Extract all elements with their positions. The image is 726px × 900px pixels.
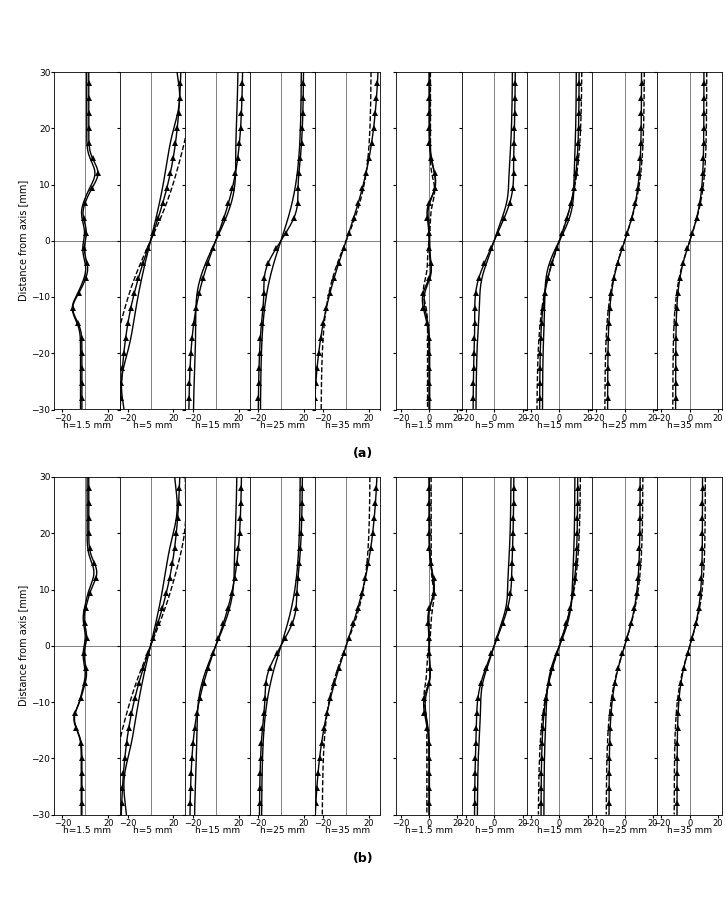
Text: (a): (a) — [353, 447, 373, 460]
Text: h=1.5 mm: h=1.5 mm — [405, 826, 453, 835]
Text: h=1.5 mm: h=1.5 mm — [63, 826, 111, 835]
Text: h=15 mm: h=15 mm — [195, 826, 240, 835]
Text: h=25 mm: h=25 mm — [602, 826, 647, 835]
Text: h=25 mm: h=25 mm — [260, 421, 305, 430]
Text: h=5 mm: h=5 mm — [475, 421, 514, 430]
Text: h=25 mm: h=25 mm — [602, 421, 647, 430]
Text: h=1.5 mm: h=1.5 mm — [63, 421, 111, 430]
Text: h=5 mm: h=5 mm — [475, 826, 514, 835]
Text: h=15 mm: h=15 mm — [537, 826, 582, 835]
Text: h=15 mm: h=15 mm — [195, 421, 240, 430]
Text: h=15 mm: h=15 mm — [537, 421, 582, 430]
Text: h=25 mm: h=25 mm — [260, 826, 305, 835]
Y-axis label: Distance from axis [mm]: Distance from axis [mm] — [18, 180, 28, 302]
Text: h=1.5 mm: h=1.5 mm — [405, 421, 453, 430]
Text: (b): (b) — [353, 852, 373, 865]
Y-axis label: Distance from axis [mm]: Distance from axis [mm] — [18, 585, 28, 706]
Text: h=5 mm: h=5 mm — [133, 826, 172, 835]
Text: h=35 mm: h=35 mm — [667, 826, 712, 835]
Text: h=35 mm: h=35 mm — [667, 421, 712, 430]
Text: h=5 mm: h=5 mm — [133, 421, 172, 430]
Text: h=35 mm: h=35 mm — [325, 826, 370, 835]
Text: h=35 mm: h=35 mm — [325, 421, 370, 430]
